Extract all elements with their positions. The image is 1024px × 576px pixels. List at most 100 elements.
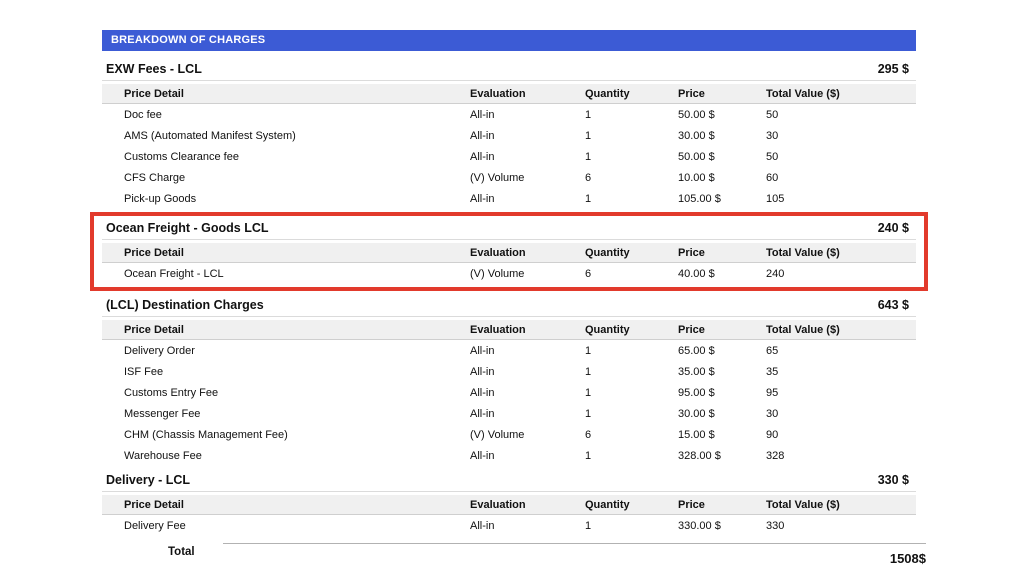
table-cell: ISF Fee — [124, 365, 164, 378]
table-cell: 1 — [585, 407, 592, 420]
grand-total-row: Total 1508$ — [102, 543, 926, 568]
column-header: Quantity — [585, 87, 630, 100]
table-cell: 105 — [766, 192, 785, 205]
table-cell: All-in — [470, 192, 495, 205]
table-header-row: Price Detail Evaluation Quantity Price Total… — [102, 495, 916, 515]
table-cell: Customs Entry Fee — [124, 386, 219, 399]
charges-section annotation-highlight-box: Ocean Freight - Goods LCL 240 $ Price Deta… — [90, 212, 928, 291]
table-cell: 1 — [585, 108, 592, 121]
table-row: Warehouse Fee All-in 1 328.00 $ 328 — [102, 445, 916, 466]
table-cell: 35.00 $ — [678, 365, 715, 378]
table-cell: All-in — [470, 519, 495, 532]
table-cell: 40.00 $ — [678, 267, 715, 280]
section-title: Delivery - LCL — [106, 473, 191, 487]
breakdown-of-charges-banner: BREAKDOWN OF CHARGES — [102, 30, 916, 51]
column-header: Price Detail — [124, 246, 184, 259]
table-cell: 30 — [766, 129, 779, 142]
column-header: Price — [678, 246, 705, 259]
table-cell: 1 — [585, 449, 592, 462]
table-cell: All-in — [470, 407, 495, 420]
table-cell: 1 — [585, 344, 592, 357]
table-row: Customs Entry Fee All-in 1 95.00 $ 95 — [102, 382, 916, 403]
table-cell: 35 — [766, 365, 779, 378]
table-row: Delivery Order All-in 1 65.00 $ 65 — [102, 340, 916, 361]
column-header: Quantity — [585, 246, 630, 259]
table-cell: 60 — [766, 171, 779, 184]
table-cell: (V) Volume — [470, 428, 525, 441]
table-row: Delivery Fee All-in 1 330.00 $ 330 — [102, 515, 916, 536]
table-row: ISF Fee All-in 1 35.00 $ 35 — [102, 361, 916, 382]
grand-total-value: 1508$ — [889, 551, 926, 566]
column-header: Price — [678, 87, 705, 100]
section-header: Ocean Freight - Goods LCL 240 $ — [102, 217, 916, 240]
table-cell: Doc fee — [124, 108, 162, 121]
table-cell: Delivery Fee — [124, 519, 186, 532]
table-cell: All-in — [470, 365, 495, 378]
table-cell: 6 — [585, 428, 592, 441]
column-header: Price — [678, 498, 705, 511]
table-cell: 1 — [585, 150, 592, 163]
column-header: Quantity — [585, 498, 630, 511]
table-cell: 50 — [766, 150, 779, 163]
table-cell: 1 — [585, 386, 592, 399]
section-header: EXW Fees - LCL 295 $ — [102, 58, 916, 81]
table-row: Pick-up Goods All-in 1 105.00 $ 105 — [102, 188, 916, 209]
table-cell: 30 — [766, 407, 779, 420]
table-cell: 50.00 $ — [678, 108, 715, 121]
table-cell: Pick-up Goods — [124, 192, 197, 205]
table-cell: 30.00 $ — [678, 129, 715, 142]
table-cell: 105.00 $ — [678, 192, 721, 205]
charges-sections-container: EXW Fees - LCL 295 $ Price Detail Evaluatio… — [90, 58, 928, 536]
table-cell: (V) Volume — [470, 267, 525, 280]
table-cell: Ocean Freight - LCL — [124, 267, 224, 280]
table-cell: 30.00 $ — [678, 407, 715, 420]
table-cell: 328.00 $ — [678, 449, 721, 462]
table-cell: 90 — [766, 428, 779, 441]
table-header-row: Price Detail Evaluation Quantity Price Total… — [102, 84, 916, 104]
table-cell: 1 — [585, 519, 592, 532]
table-cell: All-in — [470, 108, 495, 121]
table-cell: CFS Charge — [124, 171, 186, 184]
table-cell: 6 — [585, 171, 592, 184]
table-cell: 50 — [766, 108, 779, 121]
table-row: Ocean Freight - LCL (V) Volume 6 40.00 $ 240 — [102, 263, 916, 284]
table-cell: Messenger Fee — [124, 407, 201, 420]
column-header: Quantity — [585, 323, 630, 336]
table-row: CFS Charge (V) Volume 6 10.00 $ 60 — [102, 167, 916, 188]
charges-section: EXW Fees - LCL 295 $ Price Detail Evaluatio… — [102, 58, 916, 209]
section-total: 330 $ — [877, 473, 909, 487]
column-header: Total Value ($) — [766, 87, 840, 100]
table-cell: 6 — [585, 267, 592, 280]
grand-total-label: Total — [168, 546, 195, 558]
table-cell: Customs Clearance fee — [124, 150, 239, 163]
table-cell: All-in — [470, 344, 495, 357]
table-cell: 1 — [585, 192, 592, 205]
section-total: 240 $ — [877, 221, 909, 235]
column-header: Evaluation — [470, 498, 526, 511]
table-header-row: Price Detail Evaluation Quantity Price Total… — [102, 320, 916, 340]
table-cell: 10.00 $ — [678, 171, 715, 184]
table-cell: All-in — [470, 150, 495, 163]
table-row: CHM (Chassis Management Fee) (V) Volume 6 1… — [102, 424, 916, 445]
table-cell: 330 — [766, 519, 785, 532]
column-header: Evaluation — [470, 323, 526, 336]
section-header: (LCL) Destination Charges 643 $ — [102, 294, 916, 317]
table-row: Doc fee All-in 1 50.00 $ 50 — [102, 104, 916, 125]
section-header: Delivery - LCL 330 $ — [102, 469, 916, 492]
table-cell: 1 — [585, 365, 592, 378]
column-header: Total Value ($) — [766, 246, 840, 259]
table-cell: AMS (Automated Manifest System) — [124, 129, 296, 142]
table-cell: Warehouse Fee — [124, 449, 202, 462]
table-cell: 1 — [585, 129, 592, 142]
column-header: Price Detail — [124, 87, 184, 100]
charges-section: Delivery - LCL 330 $ Price Detail Evaluatio… — [102, 469, 916, 536]
column-header: Total Value ($) — [766, 323, 840, 336]
table-cell: 95 — [766, 386, 779, 399]
section-title: Ocean Freight - Goods LCL — [106, 221, 269, 235]
column-header: Evaluation — [470, 246, 526, 259]
section-title: (LCL) Destination Charges — [106, 298, 264, 312]
table-cell: CHM (Chassis Management Fee) — [124, 428, 288, 441]
charges-section: (LCL) Destination Charges 643 $ Price Deta… — [102, 294, 916, 466]
section-total: 295 $ — [877, 62, 909, 76]
